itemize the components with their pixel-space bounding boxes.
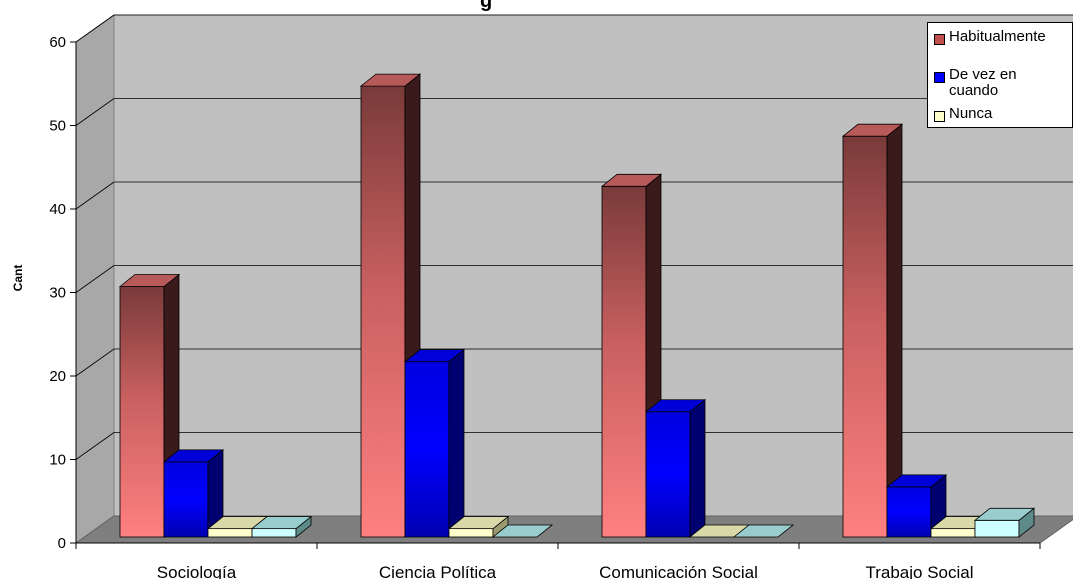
legend-swatch bbox=[934, 72, 945, 83]
bar-front bbox=[887, 487, 931, 537]
bar-side bbox=[690, 400, 705, 537]
bar bbox=[405, 350, 464, 537]
y-tick-label: 50 bbox=[49, 118, 66, 135]
legend-label: De vez en cuando bbox=[949, 67, 1059, 99]
legend: Habitualmente De vez en cuando Nunca bbox=[927, 22, 1073, 128]
plot-walls bbox=[76, 15, 1073, 543]
bar-front bbox=[120, 287, 164, 538]
bar-front bbox=[405, 362, 449, 537]
bar bbox=[843, 124, 902, 537]
legend-swatch bbox=[934, 111, 945, 122]
legend-item-de-vez-en-cuando: De vez en cuando bbox=[934, 67, 1059, 99]
y-tick-label: 60 bbox=[49, 34, 66, 51]
bar-front bbox=[449, 529, 493, 537]
x-tick-label: Sociología bbox=[157, 563, 237, 579]
x-tick-label: Comunicación Social bbox=[599, 563, 758, 579]
bar-side bbox=[449, 350, 464, 537]
legend-label: Nunca bbox=[949, 106, 1059, 122]
bar-front bbox=[361, 86, 405, 537]
bar-front bbox=[931, 529, 975, 537]
bar-front bbox=[975, 520, 1019, 537]
legend-item-nunca: Nunca bbox=[934, 106, 1059, 122]
bar-front bbox=[602, 186, 646, 537]
bar-front bbox=[843, 136, 887, 537]
y-tick-label: 10 bbox=[49, 452, 66, 469]
x-tick-label: Trabajo Social bbox=[865, 563, 973, 579]
legend-item-habitualmente: Habitualmente bbox=[934, 29, 1059, 45]
bar-front bbox=[646, 412, 690, 537]
y-tick-label: 40 bbox=[49, 201, 66, 218]
bar-front bbox=[208, 529, 252, 537]
y-tick-label: 30 bbox=[49, 285, 66, 302]
y-tick-label: 0 bbox=[58, 535, 66, 552]
bar-side bbox=[887, 124, 902, 537]
legend-swatch bbox=[934, 34, 945, 45]
x-tick-label: Ciencia Política bbox=[379, 563, 497, 579]
y-tick-label: 20 bbox=[49, 368, 66, 385]
bar bbox=[646, 400, 705, 537]
y-axis-label: Cant bbox=[11, 265, 25, 292]
bar-front bbox=[164, 462, 208, 537]
bar-front bbox=[252, 529, 296, 537]
legend-label: Habitualmente bbox=[949, 29, 1059, 45]
